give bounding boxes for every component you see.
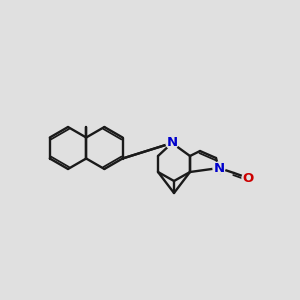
Circle shape: [242, 172, 254, 184]
Circle shape: [213, 162, 225, 174]
Circle shape: [166, 137, 178, 149]
Text: N: N: [213, 161, 225, 175]
Text: O: O: [242, 172, 253, 184]
Text: N: N: [167, 136, 178, 149]
